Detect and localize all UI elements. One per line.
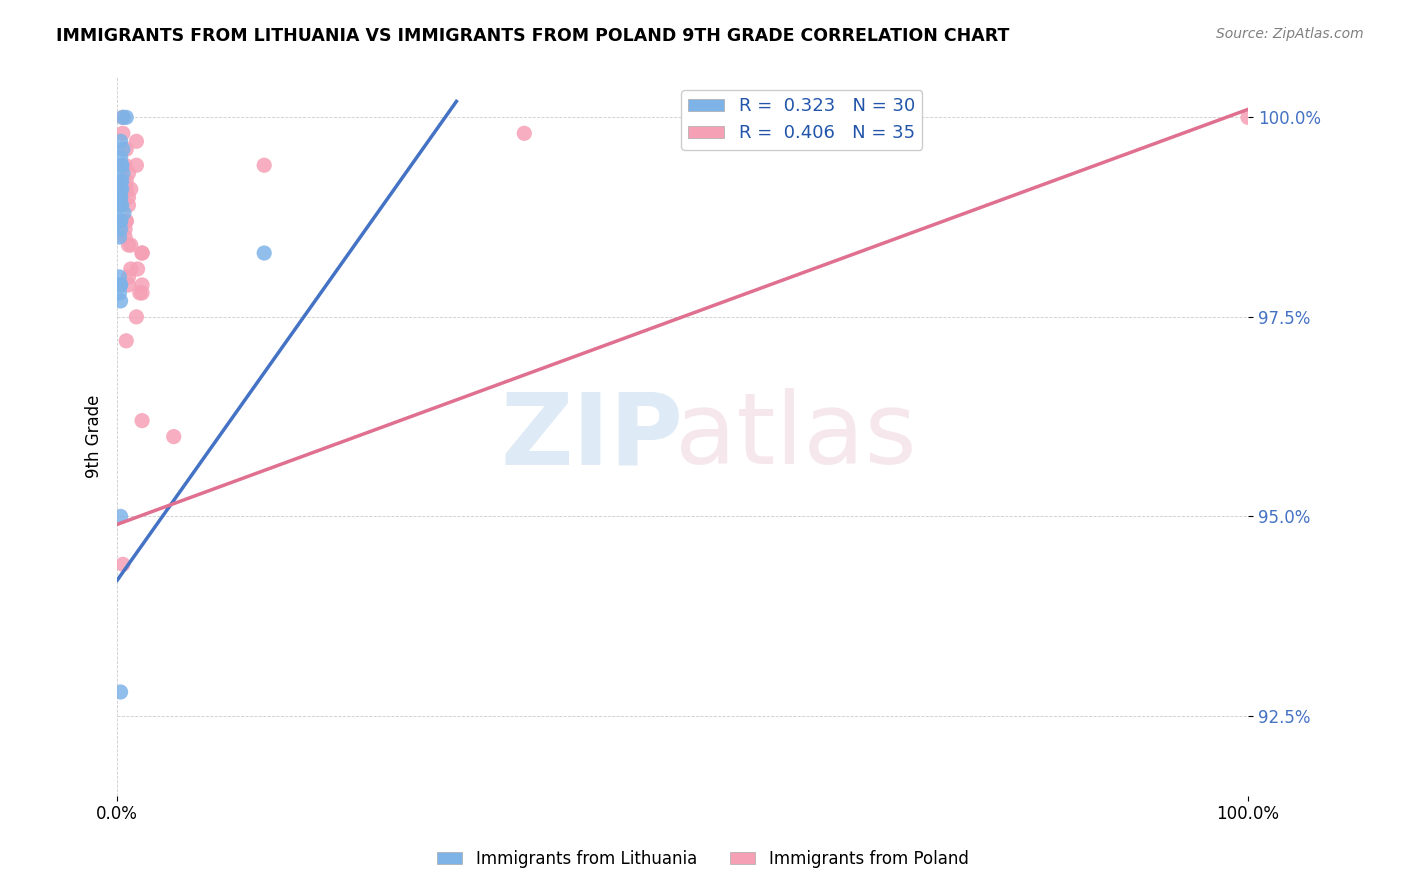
Point	[117, 277, 139, 292]
Point	[125, 310, 148, 324]
Text: atlas: atlas	[675, 388, 917, 485]
Point	[131, 277, 153, 292]
Point	[110, 214, 132, 228]
Point	[112, 206, 135, 220]
Point	[131, 285, 153, 300]
Point	[125, 134, 148, 148]
Point	[117, 190, 139, 204]
Point	[513, 126, 536, 140]
Point	[111, 174, 134, 188]
Legend: R =  0.323   N = 30, R =  0.406   N = 35: R = 0.323 N = 30, R = 0.406 N = 35	[681, 90, 922, 150]
Point	[111, 126, 134, 140]
Point	[120, 182, 142, 196]
Point	[115, 214, 138, 228]
Point	[110, 277, 132, 292]
Point	[131, 414, 153, 428]
Point	[115, 174, 138, 188]
Point	[108, 285, 131, 300]
Point	[110, 182, 132, 196]
Point	[111, 111, 134, 125]
Point	[111, 182, 134, 196]
Point	[115, 111, 138, 125]
Point	[128, 285, 150, 300]
Point	[111, 166, 134, 180]
Point	[253, 246, 276, 260]
Point	[114, 230, 136, 244]
Point	[114, 222, 136, 236]
Point	[115, 334, 138, 348]
Text: Source: ZipAtlas.com: Source: ZipAtlas.com	[1216, 27, 1364, 41]
Point	[108, 230, 131, 244]
Text: ZIP: ZIP	[501, 388, 683, 485]
Point	[120, 238, 142, 252]
Point	[117, 270, 139, 285]
Point	[163, 429, 186, 443]
Point	[110, 222, 132, 236]
Point	[131, 246, 153, 260]
Point	[125, 158, 148, 172]
Point	[110, 293, 132, 308]
Point	[108, 190, 131, 204]
Legend: Immigrants from Lithuania, Immigrants from Poland: Immigrants from Lithuania, Immigrants fr…	[430, 844, 976, 875]
Point	[110, 685, 132, 699]
Point	[111, 158, 134, 172]
Point	[111, 558, 134, 572]
Point	[110, 214, 132, 228]
Point	[110, 198, 132, 212]
Point	[131, 246, 153, 260]
Point	[110, 134, 132, 148]
Point	[117, 238, 139, 252]
Point	[117, 198, 139, 212]
Point	[114, 158, 136, 172]
Point	[110, 174, 132, 188]
Point	[110, 509, 132, 524]
Point	[120, 262, 142, 277]
Point	[111, 142, 134, 156]
Point	[110, 277, 132, 292]
Point	[110, 190, 132, 204]
Text: IMMIGRANTS FROM LITHUANIA VS IMMIGRANTS FROM POLAND 9TH GRADE CORRELATION CHART: IMMIGRANTS FROM LITHUANIA VS IMMIGRANTS …	[56, 27, 1010, 45]
Point	[111, 198, 134, 212]
Point	[108, 270, 131, 285]
Point	[110, 150, 132, 164]
Point	[117, 166, 139, 180]
Point	[115, 182, 138, 196]
Point	[115, 142, 138, 156]
Point	[111, 158, 134, 172]
Point	[110, 190, 132, 204]
Point	[127, 262, 149, 277]
Point	[111, 111, 134, 125]
Point	[253, 158, 276, 172]
Point	[1237, 111, 1260, 125]
Point	[115, 214, 138, 228]
Y-axis label: 9th Grade: 9th Grade	[86, 395, 103, 478]
